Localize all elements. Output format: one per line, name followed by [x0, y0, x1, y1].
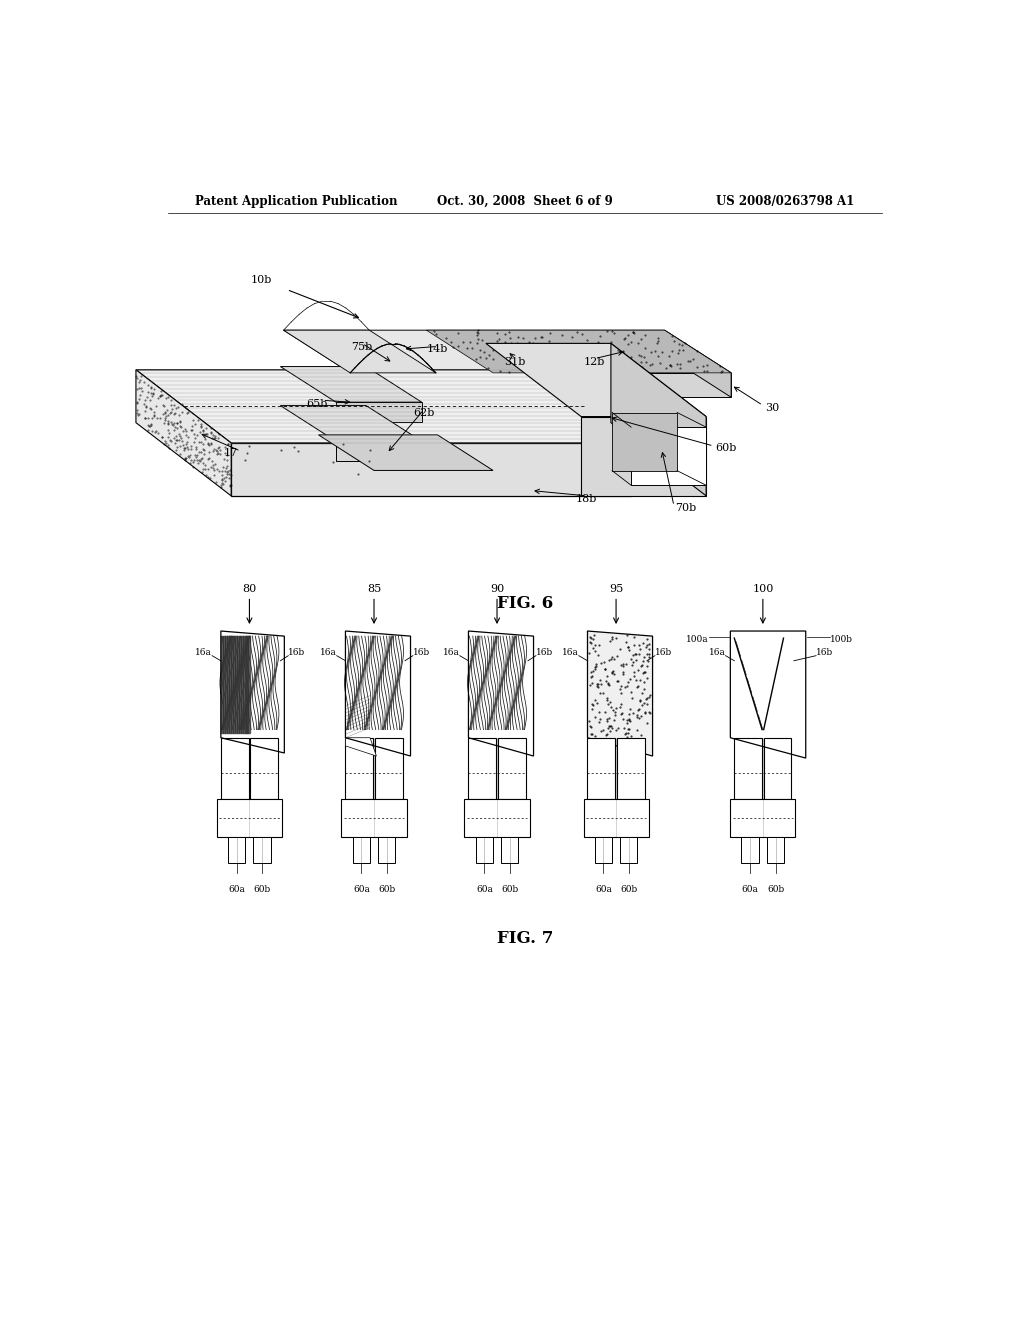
Polygon shape: [345, 738, 373, 799]
Polygon shape: [336, 403, 422, 421]
Polygon shape: [665, 330, 731, 397]
Polygon shape: [228, 837, 246, 863]
Text: 75b: 75b: [351, 342, 373, 352]
Polygon shape: [318, 385, 374, 470]
Text: 16a: 16a: [562, 648, 579, 657]
Text: 30: 30: [765, 404, 779, 413]
Text: 16b: 16b: [289, 648, 305, 657]
Text: 16b: 16b: [816, 648, 834, 657]
Text: 65b: 65b: [306, 400, 328, 409]
Text: 16b: 16b: [413, 648, 430, 657]
Polygon shape: [378, 837, 395, 863]
Polygon shape: [281, 405, 422, 441]
Polygon shape: [221, 738, 249, 799]
Text: 60b: 60b: [378, 886, 395, 894]
Text: FIG. 7: FIG. 7: [497, 931, 553, 946]
Text: 90: 90: [489, 585, 504, 594]
Text: 17: 17: [223, 449, 238, 458]
Polygon shape: [588, 738, 615, 799]
Polygon shape: [501, 837, 518, 863]
Text: 16a: 16a: [442, 648, 460, 657]
Text: 60a: 60a: [228, 886, 245, 894]
Text: US 2008/0263798 A1: US 2008/0263798 A1: [716, 194, 854, 207]
Polygon shape: [767, 837, 784, 863]
Polygon shape: [352, 837, 370, 863]
Text: 18b: 18b: [577, 494, 597, 504]
Polygon shape: [136, 370, 231, 496]
Text: 60b: 60b: [715, 444, 736, 453]
Text: 60a: 60a: [476, 886, 493, 894]
Polygon shape: [468, 738, 497, 799]
Text: 100b: 100b: [829, 635, 853, 644]
Polygon shape: [612, 412, 677, 471]
Text: 100a: 100a: [686, 635, 709, 644]
Polygon shape: [231, 444, 631, 496]
Polygon shape: [465, 799, 529, 837]
Text: 16a: 16a: [196, 648, 212, 657]
Text: Patent Application Publication: Patent Application Publication: [196, 194, 398, 207]
Polygon shape: [375, 738, 402, 799]
Text: 60b: 60b: [254, 886, 270, 894]
Text: 16a: 16a: [319, 648, 337, 657]
Text: 60b: 60b: [501, 886, 518, 894]
Polygon shape: [741, 837, 759, 863]
Text: 60a: 60a: [353, 886, 370, 894]
Polygon shape: [498, 738, 525, 799]
Text: 80: 80: [243, 585, 257, 594]
Polygon shape: [595, 837, 612, 863]
Text: 60a: 60a: [741, 886, 759, 894]
Text: 62b: 62b: [414, 408, 435, 417]
Text: 31b: 31b: [505, 356, 526, 367]
Polygon shape: [620, 837, 638, 863]
Polygon shape: [588, 631, 652, 756]
Polygon shape: [284, 330, 731, 372]
Polygon shape: [345, 738, 377, 756]
Polygon shape: [611, 343, 707, 496]
Text: 95: 95: [609, 585, 624, 594]
Polygon shape: [217, 799, 282, 837]
Text: 60b: 60b: [767, 886, 784, 894]
Polygon shape: [616, 738, 645, 799]
Polygon shape: [631, 428, 707, 486]
Polygon shape: [341, 799, 407, 837]
Text: 12b: 12b: [584, 356, 605, 367]
Polygon shape: [284, 330, 436, 372]
Text: 16a: 16a: [709, 648, 726, 657]
Text: 16b: 16b: [536, 648, 553, 657]
Polygon shape: [281, 367, 422, 403]
Polygon shape: [486, 343, 707, 417]
Polygon shape: [136, 370, 631, 444]
Text: 60b: 60b: [621, 886, 637, 894]
Polygon shape: [475, 837, 494, 863]
Text: 14b: 14b: [427, 345, 449, 355]
Text: 100: 100: [753, 585, 773, 594]
Polygon shape: [426, 330, 731, 372]
Polygon shape: [250, 738, 278, 799]
Polygon shape: [437, 385, 494, 470]
Text: 70b: 70b: [676, 503, 697, 513]
Text: FIG. 6: FIG. 6: [497, 594, 553, 611]
Polygon shape: [318, 434, 494, 470]
Polygon shape: [350, 372, 731, 397]
Polygon shape: [582, 417, 707, 496]
Polygon shape: [584, 799, 648, 837]
Polygon shape: [764, 738, 792, 799]
Polygon shape: [253, 837, 270, 863]
Polygon shape: [730, 799, 796, 837]
Text: 16b: 16b: [655, 648, 672, 657]
Polygon shape: [734, 738, 762, 799]
Text: 60a: 60a: [595, 886, 611, 894]
Text: 10b: 10b: [251, 276, 272, 285]
Polygon shape: [336, 441, 422, 461]
Text: 85: 85: [367, 585, 381, 594]
Text: Oct. 30, 2008  Sheet 6 of 9: Oct. 30, 2008 Sheet 6 of 9: [437, 194, 612, 207]
